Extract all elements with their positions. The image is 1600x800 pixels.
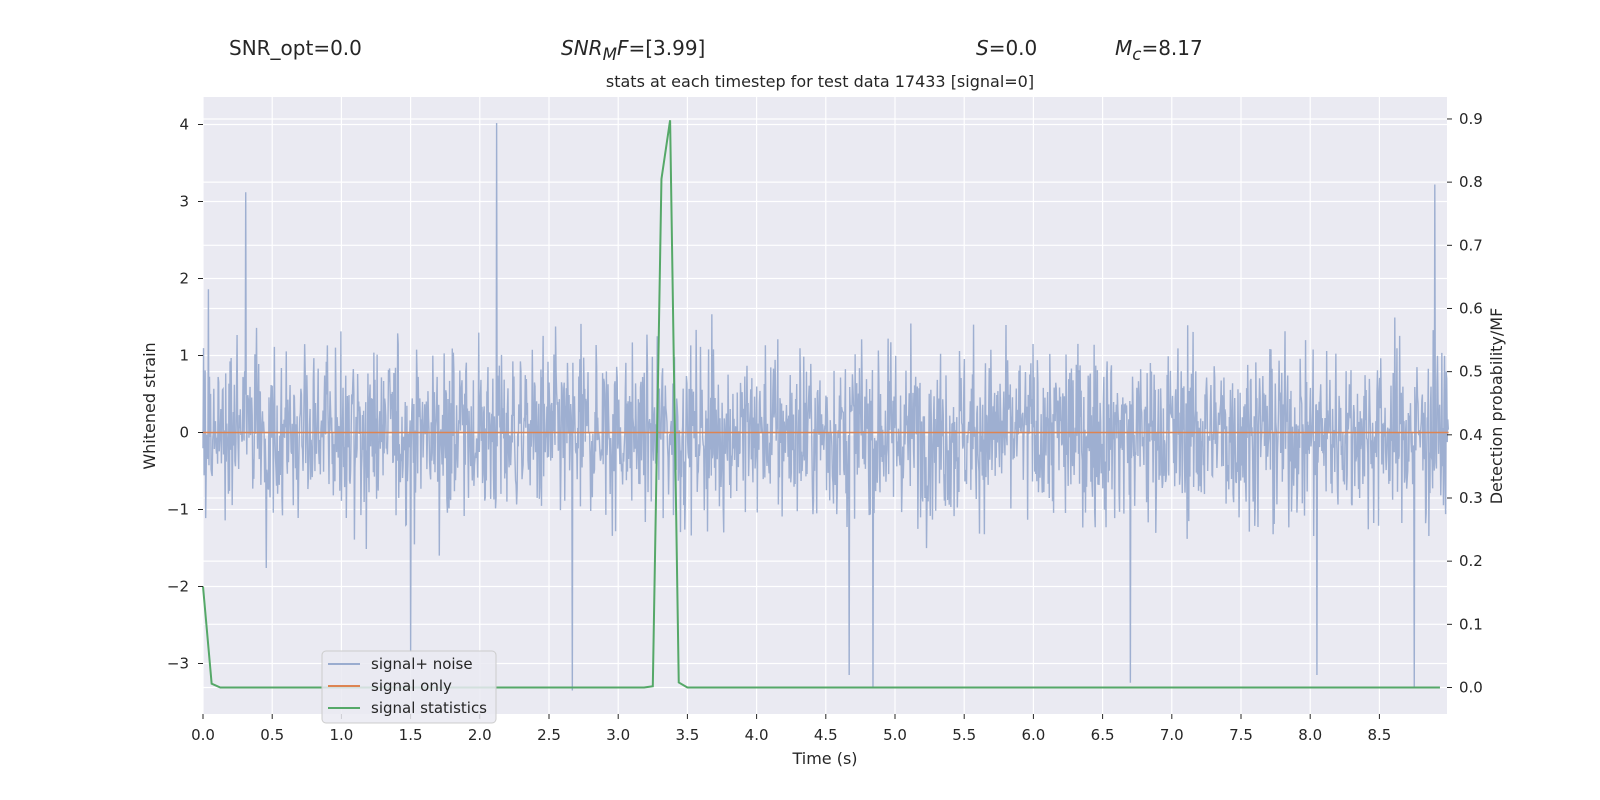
s-label: S=0.0 <box>976 36 1037 60</box>
y-left-axis-label: Whitened strain <box>140 342 159 469</box>
mc-value: =8.17 <box>1141 36 1203 60</box>
x-tick-label: 0.5 <box>260 726 284 744</box>
y-right-tick-label: 0.4 <box>1459 426 1483 444</box>
legend: signal+ noise signal only signal statist… <box>321 650 497 724</box>
snr-mf-value: =[3.99] <box>628 36 706 60</box>
x-axis-ticks: 0.0 0.5 1.0 1.5 2.0 2.5 3.0 3.5 4.0 4.5 5.0 5.5 6.0 6… <box>191 714 1391 744</box>
x-tick-label: 5.5 <box>952 726 976 744</box>
y-left-tick-label: 1 <box>179 347 189 365</box>
x-tick-label: 2.0 <box>468 726 492 744</box>
legend-label-signal: signal only <box>371 677 452 695</box>
chart-title: stats at each timestep for test data 174… <box>605 72 1035 91</box>
signal-statistics-series <box>202 120 1440 689</box>
x-axis-label: Time (s) <box>791 749 857 768</box>
y-right-tick-label: 0.5 <box>1459 363 1483 381</box>
snr-mf-label: SNRMF=[3.99] <box>561 36 705 64</box>
y-right-tick-label: 0.6 <box>1459 299 1483 317</box>
y-left-tick-label: 0 <box>179 424 189 442</box>
y-left-tick-label: −3 <box>167 655 189 673</box>
mc-subscript: c <box>1132 45 1142 64</box>
y-right-axis-label: Detection probability/MF <box>1487 308 1506 505</box>
legend-label-statistics: signal statistics <box>371 699 487 717</box>
mc-symbol: M <box>1115 36 1133 60</box>
x-tick-label: 8.0 <box>1298 726 1322 744</box>
snr-opt-label: SNR_opt=0.0 <box>229 36 362 60</box>
y-right-axis-ticks: 0.0 0.1 0.2 0.3 0.4 0.5 0.6 0.7 0.8 0.9 <box>1447 110 1483 697</box>
x-tick-label: 4.0 <box>745 726 769 744</box>
y-left-tick-label: −2 <box>167 578 189 596</box>
y-left-axis-ticks: −3 −2 −1 0 1 2 3 4 <box>167 116 203 673</box>
snr-mf-symbol: SNR <box>561 36 603 60</box>
signal-noise-series <box>202 122 1450 691</box>
s-symbol: S <box>976 36 989 60</box>
y-right-tick-label: 0.9 <box>1459 110 1483 128</box>
y-left-tick-label: −1 <box>167 501 189 519</box>
y-right-tick-label: 0.2 <box>1459 552 1483 570</box>
x-tick-label: 7.0 <box>1160 726 1184 744</box>
legend-box <box>321 650 497 724</box>
snr-mf-subscript: M <box>602 45 617 64</box>
x-tick-label: 1.5 <box>399 726 423 744</box>
x-tick-label: 5.0 <box>883 726 907 744</box>
signal-statistics-line <box>202 120 1440 689</box>
s-value: =0.0 <box>988 36 1038 60</box>
y-right-tick-label: 0.3 <box>1459 489 1483 507</box>
y-right-tick-label: 0.8 <box>1459 173 1483 191</box>
x-tick-label: 1.0 <box>329 726 353 744</box>
y-right-tick-label: 0.7 <box>1459 236 1483 254</box>
x-tick-label: 3.0 <box>606 726 630 744</box>
mc-label: Mc=8.17 <box>1115 36 1203 64</box>
signal-noise-line <box>202 122 1450 691</box>
x-tick-label: 0.0 <box>191 726 215 744</box>
x-tick-label: 6.0 <box>1021 726 1045 744</box>
y-right-tick-label: 0.0 <box>1459 679 1483 697</box>
x-tick-label: 2.5 <box>537 726 561 744</box>
y-left-tick-label: 4 <box>179 116 189 134</box>
x-tick-label: 7.5 <box>1229 726 1253 744</box>
y-left-tick-label: 3 <box>179 193 189 211</box>
y-right-tick-label: 0.1 <box>1459 615 1483 633</box>
snr-mf-f: F <box>616 36 629 60</box>
y-left-tick-label: 2 <box>179 270 189 288</box>
x-tick-label: 6.5 <box>1091 726 1115 744</box>
x-tick-label: 8.5 <box>1367 726 1391 744</box>
x-tick-label: 3.5 <box>675 726 699 744</box>
legend-label-noise: signal+ noise <box>371 655 473 673</box>
x-tick-label: 4.5 <box>814 726 838 744</box>
